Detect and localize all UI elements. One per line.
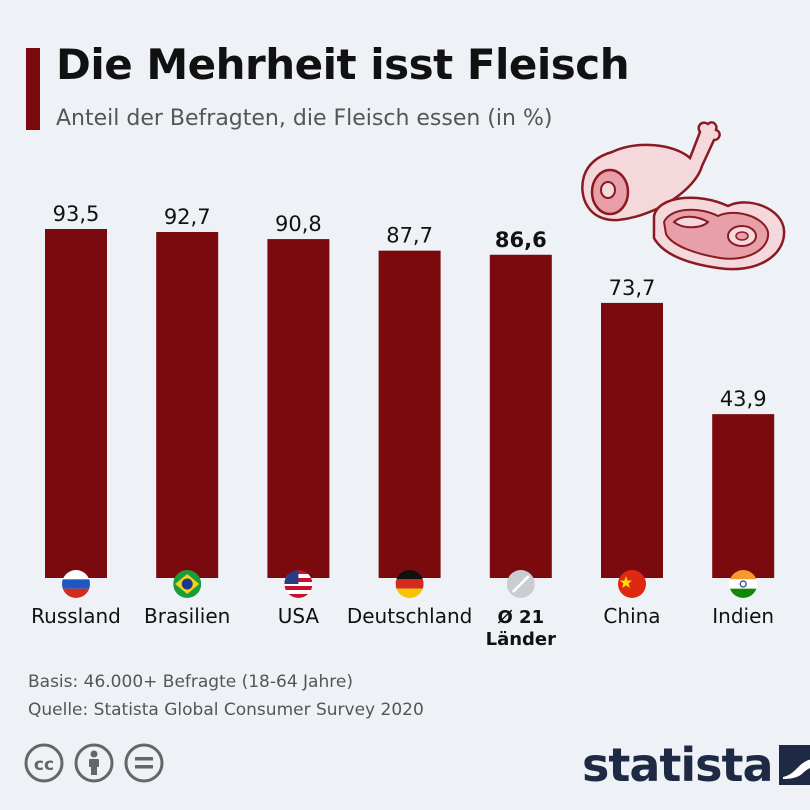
statista-wordmark: statista	[582, 738, 774, 792]
category-label: China	[603, 604, 660, 628]
bar	[601, 302, 663, 578]
flag-germany-icon	[395, 570, 424, 598]
no-derivatives-icon[interactable]	[124, 743, 164, 783]
category-label: Brasilien	[144, 604, 230, 628]
flag-brazil-icon	[173, 570, 202, 598]
value-label: 86,6	[495, 228, 547, 252]
attribution-icon[interactable]	[74, 743, 114, 783]
footer-source: Quelle: Statista Global Consumer Survey …	[28, 700, 424, 720]
bar	[378, 250, 441, 578]
category-label: Indien	[712, 604, 774, 628]
bar	[712, 414, 775, 578]
value-label: 90,8	[275, 212, 322, 236]
bar	[156, 231, 219, 579]
value-label: 87,7	[386, 224, 433, 248]
bar-chart: 93,5 Russland 92,7 Brasilien 90,8 USA 87,7 Deut…	[31, 202, 775, 650]
meat-icon	[581, 121, 786, 271]
statista-mark-icon	[778, 745, 810, 785]
footer-basis: Basis: 46.000+ Befragte (18-64 Jahre)	[28, 672, 353, 692]
value-label: 73,7	[609, 276, 656, 300]
bar	[45, 229, 107, 578]
flag-russia-icon	[62, 570, 90, 598]
value-label: 92,7	[164, 205, 211, 229]
category-label: Ø 21	[497, 607, 544, 628]
value-label: 93,5	[53, 202, 100, 226]
page-subtitle: Anteil der Befragten, die Fleisch essen …	[56, 106, 553, 131]
value-label: 43,9	[720, 387, 767, 411]
statista-logo[interactable]: statista	[582, 738, 810, 792]
cc-icon[interactable]: cc	[24, 743, 64, 783]
bar	[489, 254, 552, 579]
category-label: Russland	[31, 604, 121, 628]
bar	[267, 239, 330, 579]
category-label: USA	[278, 604, 320, 628]
flag-china-icon	[618, 570, 646, 598]
flag-india-icon	[729, 570, 758, 598]
flag-usa-icon	[284, 570, 313, 598]
svg-text:cc: cc	[34, 755, 54, 775]
license-icons: cc	[24, 743, 164, 783]
category-label: Länder	[486, 629, 557, 650]
category-label: Deutschland	[347, 604, 473, 628]
average-icon	[506, 570, 535, 598]
title-accent-bar	[26, 48, 40, 130]
page-title: Die Mehrheit isst Fleisch	[56, 40, 630, 89]
